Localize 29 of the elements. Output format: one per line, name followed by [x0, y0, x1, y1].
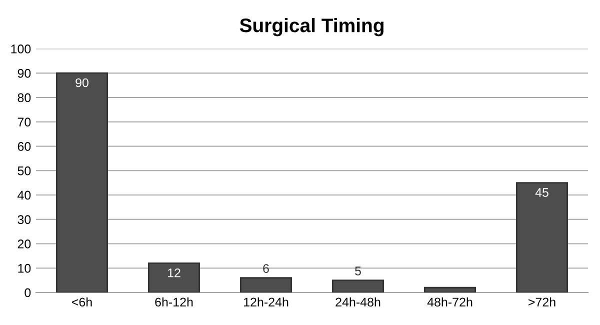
chart-title: Surgical Timing — [240, 18, 384, 36]
bar — [424, 286, 476, 292]
y-tick-label: 20 — [18, 240, 31, 248]
x-tick-label: 12h-24h — [244, 297, 288, 306]
data-label: 12 — [168, 268, 180, 278]
x-tick-label: 24h-48h — [336, 297, 380, 307]
y-tick-label: 60 — [18, 142, 31, 151]
data-label: 6 — [263, 264, 269, 273]
x-tick-label: >72h — [528, 297, 556, 306]
x-tick-label: 48h-72h — [427, 297, 472, 307]
y-tick-label: 70 — [18, 118, 31, 127]
bar — [56, 72, 108, 292]
y-tick-label: 10 — [18, 264, 31, 273]
data-label: 90 — [76, 78, 88, 88]
bar — [516, 182, 568, 292]
y-tick-label: 30 — [18, 215, 31, 224]
data-label: 45 — [535, 188, 548, 197]
bar — [240, 277, 292, 292]
bar — [148, 262, 200, 292]
y-tick-label: 80 — [18, 93, 31, 102]
y-tick-label: 40 — [18, 190, 31, 200]
y-tick-label: 50 — [18, 166, 31, 176]
y-tick-label: 0 — [24, 288, 31, 298]
data-label: 5 — [355, 266, 361, 276]
y-tick-label: 90 — [18, 68, 31, 78]
x-tick-label: <6h — [72, 297, 92, 307]
bar — [332, 280, 384, 292]
y-tick-label: 100 — [11, 44, 31, 54]
x-tick-label: 6h-12h — [155, 297, 193, 307]
